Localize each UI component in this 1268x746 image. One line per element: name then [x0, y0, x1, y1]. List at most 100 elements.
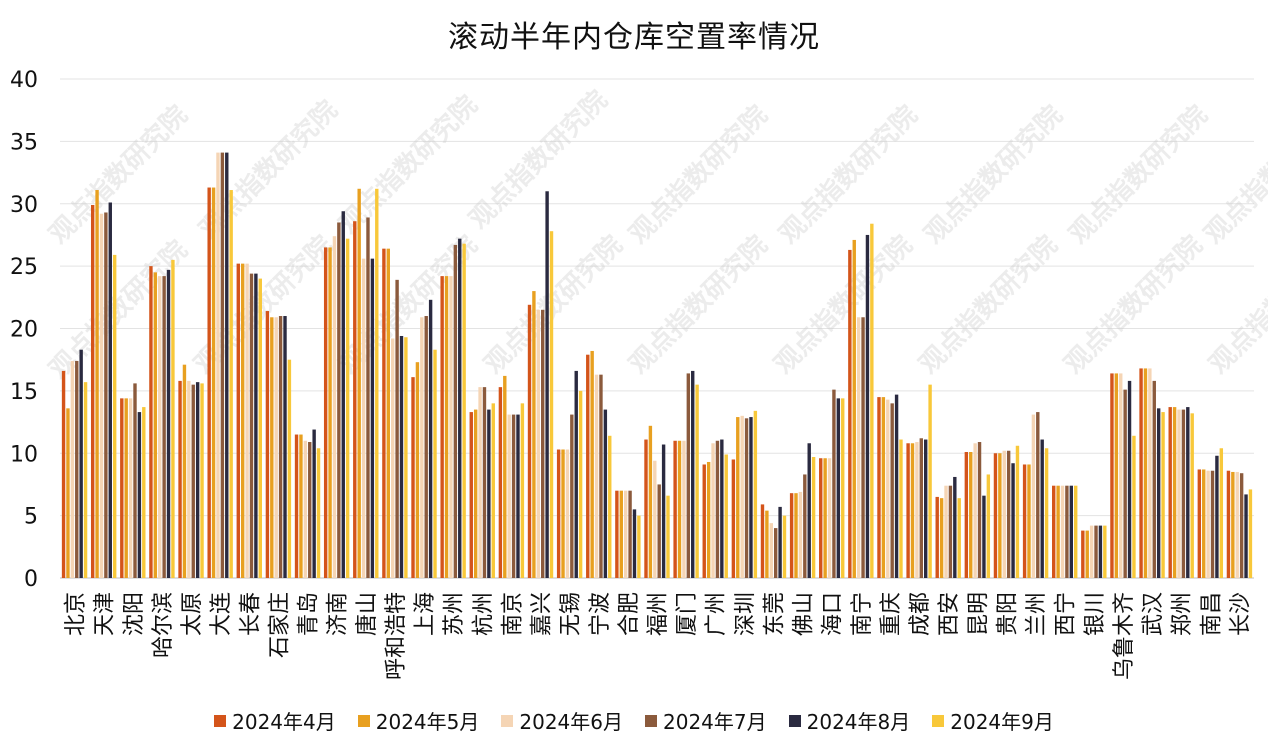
- bar: [1186, 407, 1190, 578]
- bar: [1074, 485, 1078, 578]
- bar: [428, 299, 433, 578]
- legend-label: 2024年8月: [806, 710, 911, 734]
- bar: [653, 460, 657, 578]
- bar: [137, 412, 142, 578]
- bar: [541, 309, 545, 578]
- bar: [677, 440, 682, 578]
- legend-label: 2024年6月: [519, 710, 623, 734]
- x-tick-label: 福州: [646, 592, 671, 636]
- x-tick-label: 长春: [238, 592, 263, 636]
- bar: [565, 449, 570, 578]
- bar: [142, 407, 146, 578]
- bar: [1022, 464, 1027, 578]
- bar: [1132, 435, 1136, 578]
- bar: [1052, 485, 1056, 578]
- x-tick-label: 哈尔滨: [151, 592, 176, 658]
- bar: [308, 442, 312, 578]
- bar: [503, 375, 507, 578]
- bar: [124, 398, 128, 578]
- bar: [332, 236, 337, 578]
- bar: [357, 188, 361, 578]
- bar: [79, 349, 83, 578]
- bar: [1094, 525, 1098, 578]
- bar: [149, 266, 153, 579]
- x-tick-label: 唐山: [355, 592, 380, 636]
- bar: [245, 263, 249, 578]
- bar: [877, 397, 881, 578]
- bar: [899, 439, 903, 578]
- bar: [964, 452, 969, 578]
- bar: [711, 443, 715, 578]
- bar: [458, 238, 462, 578]
- legend-swatch: [501, 714, 514, 727]
- bar: [95, 190, 99, 578]
- bar: [487, 409, 491, 578]
- bar: [648, 425, 653, 578]
- y-tick-label: 15: [10, 380, 38, 405]
- bar: [586, 354, 590, 578]
- bar: [482, 387, 487, 578]
- y-tick-label: 0: [24, 567, 38, 592]
- bar: [789, 493, 794, 578]
- bar: [661, 444, 666, 578]
- watermark-text: 观点指数研究院: [623, 99, 774, 250]
- bar: [1027, 464, 1031, 578]
- bar: [1226, 470, 1231, 578]
- bar: [323, 247, 328, 578]
- bar: [673, 440, 677, 578]
- legend-label: 2024年4月: [232, 710, 336, 734]
- x-tick-label: 北京: [64, 592, 89, 636]
- bar: [753, 410, 758, 578]
- bar: [973, 443, 977, 578]
- x-tick-label: 东莞: [762, 592, 787, 636]
- bar: [861, 317, 865, 578]
- bar: [749, 417, 753, 578]
- bar: [498, 387, 503, 578]
- x-tick-label: 兰州: [1025, 592, 1050, 636]
- bar: [686, 373, 691, 578]
- watermark-text: 观点指数研究院: [193, 94, 344, 245]
- x-axis: 北京 天津 沈阳 哈尔滨 太原 大连 长春 石家庄 青岛 济南 唐山 呼和浩特 上海 苏州 杭州 南京 嘉兴 无锡…: [64, 592, 1254, 680]
- bar: [1089, 525, 1094, 578]
- x-tick-label: 长沙: [1228, 592, 1253, 636]
- bar: [1190, 413, 1194, 578]
- bar: [957, 498, 961, 578]
- bar: [578, 390, 583, 579]
- bar: [848, 249, 852, 578]
- bar: [977, 442, 982, 578]
- bar: [415, 362, 420, 578]
- bar: [1143, 368, 1148, 578]
- bar: [112, 254, 117, 578]
- legend-swatch: [932, 714, 945, 727]
- bar: [516, 414, 520, 578]
- x-tick-label: 无锡: [559, 592, 584, 636]
- bar: [1197, 469, 1202, 578]
- bar: [511, 414, 516, 578]
- bar: [270, 317, 274, 578]
- x-tick-label: 成都: [908, 592, 933, 636]
- legend-swatch: [788, 714, 801, 727]
- bar: [769, 523, 773, 578]
- bar: [444, 276, 449, 578]
- x-tick-label: 银川: [1083, 592, 1108, 636]
- y-axis: 0 5 10 15 20 25 30 35 40: [10, 68, 38, 592]
- bar: [760, 504, 765, 578]
- bar: [1119, 373, 1123, 578]
- bar: [1235, 471, 1239, 578]
- bar: [1244, 494, 1248, 578]
- bar: [299, 434, 303, 578]
- watermark-text: 观点指数研究院: [918, 99, 1069, 250]
- bar: [453, 244, 458, 579]
- watermark-text: 观点指数研究院: [43, 99, 194, 250]
- bar: [536, 309, 541, 578]
- watermark-text: 观点指数研究院: [1203, 229, 1268, 380]
- bar: [1219, 448, 1224, 578]
- x-tick-label: 昆明: [966, 592, 991, 636]
- bar: [211, 187, 216, 578]
- legend-item: 2024年8月: [788, 706, 911, 735]
- bar: [328, 247, 332, 578]
- bar: [303, 440, 308, 578]
- bar: [507, 414, 511, 578]
- watermark-text: 观点指数研究院: [43, 234, 194, 385]
- bar: [841, 398, 845, 578]
